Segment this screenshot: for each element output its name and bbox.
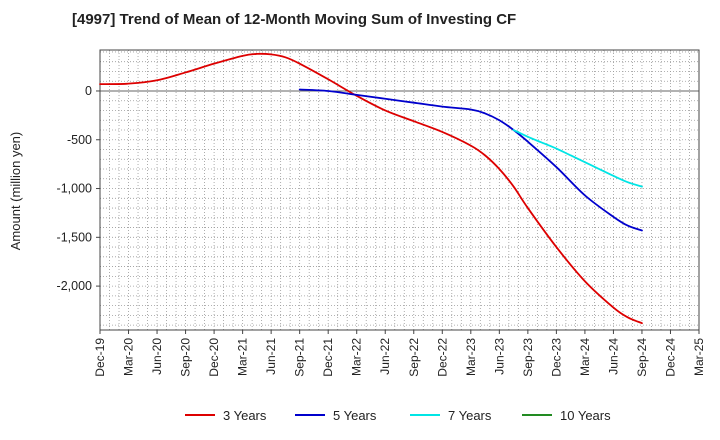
x-tick-label: Jun-21	[264, 338, 278, 375]
x-tick-label: Mar-25	[692, 338, 706, 376]
x-tick-label: Dec-20	[207, 338, 221, 377]
x-tick-label: Sep-20	[179, 338, 193, 377]
y-axis-label: Amount (million yen)	[8, 132, 23, 251]
x-tick-label: Mar-21	[236, 338, 250, 376]
x-tick-label: Sep-24	[635, 338, 649, 377]
x-tick-label: Jun-20	[150, 338, 164, 375]
x-tick-label: Sep-23	[521, 338, 535, 377]
y-tick-label: -1,500	[57, 230, 92, 244]
x-tick-label: Sep-22	[407, 338, 421, 377]
x-tick-label: Mar-22	[350, 338, 364, 376]
x-tick-label: Dec-19	[93, 338, 107, 377]
legend-label-3-years: 3 Years	[223, 408, 267, 423]
series-line-5-years	[298, 88, 643, 232]
y-tick-label: 0	[85, 84, 92, 98]
y-tick-label: -2,000	[57, 279, 92, 293]
series-line-7-years	[512, 129, 643, 188]
x-tick-label: Mar-20	[122, 338, 136, 376]
legend-label-7-years: 7 Years	[448, 408, 492, 423]
legend-label-10-years: 10 Years	[560, 408, 611, 423]
plot-background	[100, 50, 699, 330]
x-tick-label: Jun-23	[492, 338, 506, 375]
x-tick-label: Sep-21	[293, 338, 307, 377]
legend-label-5-years: 5 Years	[333, 408, 377, 423]
x-tick-label: Mar-23	[464, 338, 478, 376]
y-tick-label: -1,000	[57, 182, 92, 196]
y-tick-label: -500	[67, 133, 92, 147]
x-tick-label: Dec-24	[663, 338, 677, 377]
x-tick-label: Dec-21	[321, 338, 335, 377]
x-tick-label: Dec-23	[549, 338, 563, 377]
legend: 3 Years 5 Years 7 Years 10 Years	[185, 408, 611, 423]
series-line-3-years	[99, 52, 643, 325]
x-tick-label: Dec-22	[435, 338, 449, 377]
x-tick-label: Mar-24	[578, 338, 592, 376]
plot-border	[99, 49, 700, 331]
x-tick-label: Jun-22	[378, 338, 392, 375]
plot-area: 0 -500 -1,000 -1,500 -2,000 Dec-19 Mar-20 Jun-2…	[57, 49, 706, 377]
x-tick-label: Jun-24	[606, 338, 620, 375]
chart-title: [4997] Trend of Mean of 12-Month Moving …	[72, 11, 516, 28]
